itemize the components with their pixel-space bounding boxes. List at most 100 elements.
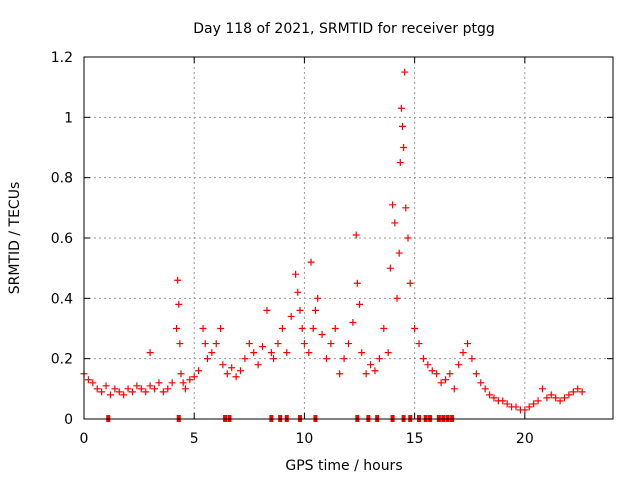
data-point: [538, 385, 546, 393]
data-point: [278, 325, 286, 332]
x-axis-label: GPS time / hours: [285, 458, 402, 474]
data-point: [179, 379, 187, 387]
data-point: [455, 361, 463, 369]
data-point: [327, 340, 335, 348]
data-point: [228, 364, 236, 372]
data-point: [380, 325, 388, 332]
data-point: [181, 385, 189, 393]
data-point: [441, 376, 449, 384]
y-tick-label: 0: [64, 412, 73, 428]
y-tick-label: 0.2: [51, 352, 73, 368]
data-point: [296, 306, 304, 314]
data-point: [128, 388, 136, 396]
data-point: [300, 340, 308, 348]
x-tick-label: 15: [406, 431, 424, 447]
x-tick-label: 20: [516, 431, 534, 447]
data-point: [151, 385, 159, 393]
data-point: [547, 391, 555, 399]
data-point: [322, 355, 330, 363]
data-point: [565, 391, 573, 399]
data-point: [367, 361, 375, 369]
data-point: [481, 385, 489, 393]
data-point: [433, 370, 441, 378]
data-point: [450, 385, 458, 393]
data-point: [486, 391, 494, 399]
data-point: [201, 340, 209, 348]
data-point: [124, 385, 132, 393]
data-point: [298, 325, 306, 332]
data-point: [503, 400, 511, 408]
data-point: [120, 391, 128, 399]
data-point: [428, 367, 436, 375]
data-point: [356, 300, 364, 308]
x-tick-label: 5: [190, 431, 199, 447]
data-point: [146, 349, 154, 357]
data-point: [159, 388, 167, 396]
data-point: [472, 370, 480, 378]
data-point: [386, 264, 394, 272]
data-point: [404, 234, 412, 242]
data-point: [219, 361, 227, 369]
y-tick-label: 1.2: [51, 50, 73, 66]
data-point: [287, 312, 295, 320]
data-point: [362, 370, 370, 378]
data-point: [174, 276, 182, 284]
data-point: [208, 349, 216, 357]
data-point: [318, 331, 326, 339]
data-point: [314, 294, 322, 302]
data-point: [406, 279, 414, 287]
data-point: [283, 349, 291, 357]
data-point: [173, 325, 181, 332]
data-point: [274, 340, 282, 348]
data-point: [419, 355, 427, 363]
data-point: [415, 340, 423, 348]
data-point: [89, 379, 97, 387]
data-point: [561, 394, 569, 402]
data-point: [401, 68, 409, 76]
data-point: [512, 403, 520, 411]
data-points: [80, 68, 586, 422]
data-point: [309, 325, 317, 332]
data-point: [245, 340, 253, 348]
data-point: [142, 388, 150, 396]
plot-border: [83, 56, 614, 420]
data-point: [115, 388, 123, 396]
data-point: [353, 279, 361, 287]
y-tick-labels: 0 0.2 0.4 0.6 0.8 1 1.2: [51, 50, 73, 428]
data-point: [98, 388, 106, 396]
y-tick-label: 1: [64, 110, 73, 126]
data-point: [459, 349, 467, 357]
data-point: [358, 349, 366, 357]
data-point: [384, 349, 392, 357]
data-point: [102, 382, 110, 390]
data-point: [521, 406, 529, 414]
data-point: [345, 340, 352, 348]
data-point: [111, 385, 119, 393]
data-point: [155, 379, 163, 387]
data-point: [241, 355, 249, 363]
data-point: [336, 370, 344, 378]
data-point: [543, 394, 551, 402]
data-point: [270, 355, 278, 363]
data-point: [146, 382, 154, 390]
chart-title: Day 118 of 2021, SRMTID for receiver ptg…: [193, 21, 495, 37]
data-point: [254, 361, 262, 369]
data-point: [446, 370, 454, 378]
x-tick-label: 0: [80, 431, 89, 447]
data-point: [176, 340, 184, 348]
data-point: [232, 373, 240, 381]
data-point: [84, 376, 92, 384]
y-tick-label: 0.8: [51, 171, 73, 187]
data-point: [331, 325, 339, 332]
data-point: [259, 343, 267, 351]
data-point: [396, 159, 404, 167]
x-tick-label: 10: [296, 431, 314, 447]
data-point: [305, 349, 313, 357]
data-point: [236, 367, 244, 375]
data-point: [250, 349, 258, 357]
grid: [84, 57, 613, 419]
data-point: [499, 397, 507, 405]
data-point: [292, 270, 300, 278]
data-point: [93, 385, 101, 393]
